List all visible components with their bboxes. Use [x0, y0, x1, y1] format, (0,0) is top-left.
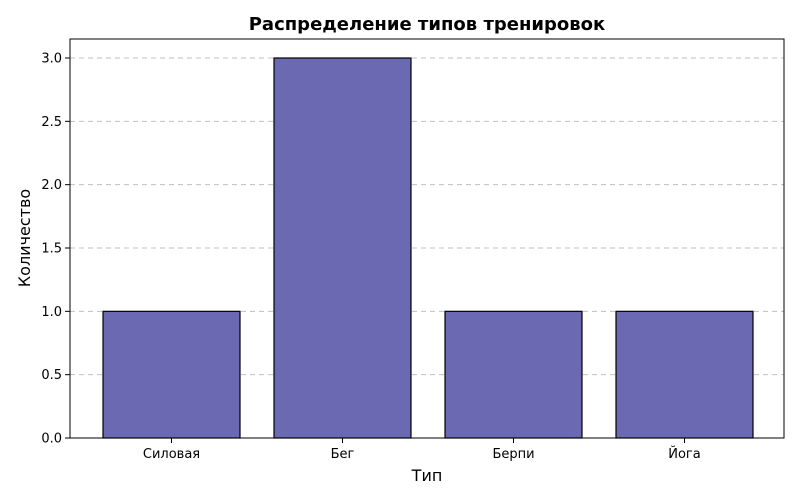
y-tick-label: 1.5	[41, 242, 62, 257]
x-tick-label: Силовая	[143, 447, 200, 462]
y-tick-label: 2.5	[41, 115, 62, 130]
y-tick-label: 3.0	[41, 52, 62, 67]
x-axis-label: Тип	[411, 466, 443, 485]
bar-3	[444, 310, 583, 439]
y-tick-label: 0.5	[41, 368, 62, 383]
y-tick-label: 0.0	[41, 432, 62, 447]
x-axis-ticks: Силовая Бег Берпи Йога	[143, 438, 701, 462]
bar-4	[615, 310, 754, 439]
y-axis-ticks: 0.0 0.5 1.0 1.5 2.0 2.5 3.0	[41, 52, 70, 447]
x-tick-label: Бег	[331, 447, 355, 462]
bars	[102, 57, 754, 439]
chart-title: Распределение типов тренировок	[249, 14, 606, 35]
bar-1	[102, 310, 241, 439]
x-tick-label: Берпи	[492, 447, 534, 462]
plot-area-frame	[69, 38, 785, 439]
y-axis-label: Количество	[15, 189, 34, 287]
y-tick-label: 1.0	[41, 305, 62, 320]
bar-2	[273, 57, 412, 439]
x-tick-label: Йога	[668, 446, 700, 462]
y-tick-label: 2.0	[41, 178, 62, 193]
